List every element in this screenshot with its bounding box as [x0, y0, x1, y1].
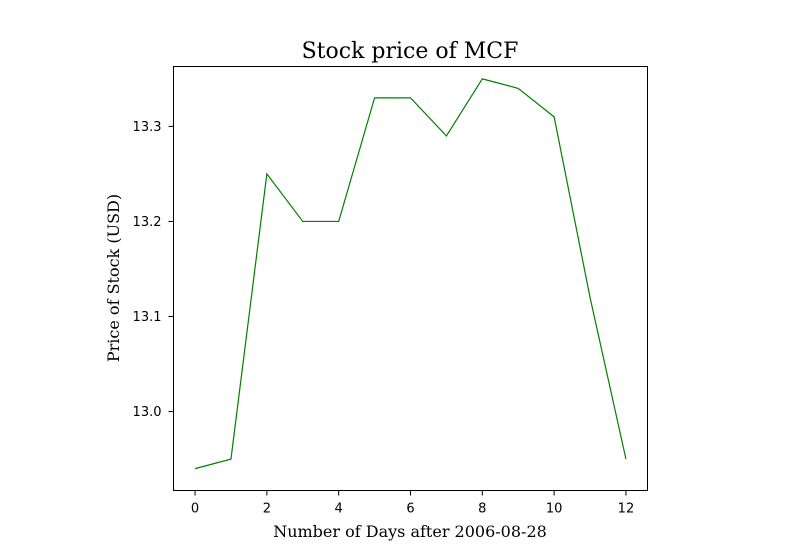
y-axis: 13.0 13.1 13.2 13.3: [133, 120, 174, 420]
y-axis-label: Price of Stock (USD): [104, 194, 123, 362]
y-tick-label: 13.0: [133, 405, 162, 420]
series-line: [194, 78, 627, 470]
series-layer: [194, 78, 627, 470]
y-tick-label: 13.2: [133, 215, 162, 230]
x-axis: 0 2 4 6 8 10 12: [191, 490, 635, 517]
x-tick-label: 0: [191, 502, 199, 517]
y-tick-label: 13.1: [133, 310, 162, 325]
x-axis-label: Number of Days after 2006-08-28: [273, 522, 547, 541]
y-tick-label: 13.3: [133, 120, 162, 135]
x-tick-label: 2: [263, 502, 271, 517]
plot-area-frame: [173, 66, 648, 491]
x-tick-label: 10: [546, 502, 563, 517]
chart-title: Stock price of MCF: [302, 39, 519, 64]
x-tick-label: 12: [618, 502, 635, 517]
x-tick-label: 4: [335, 502, 343, 517]
x-tick-label: 8: [478, 502, 486, 517]
x-tick-label: 6: [406, 502, 414, 517]
